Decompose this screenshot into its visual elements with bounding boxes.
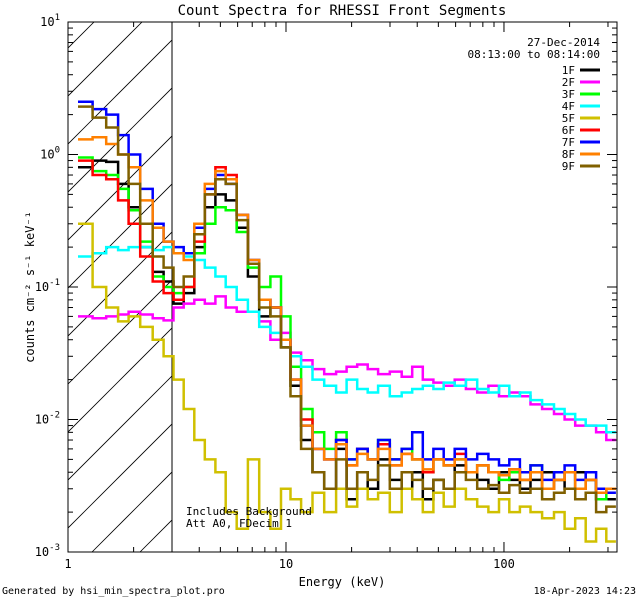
y-tick-label: 10-3 bbox=[35, 543, 60, 559]
x-tick-label: 10 bbox=[279, 557, 293, 571]
legend-label: 6F bbox=[562, 124, 575, 137]
hatch-line bbox=[428, 0, 640, 552]
legend-label: 3F bbox=[562, 88, 575, 101]
annotation-attenuator: Att A0, FDecim 1 bbox=[186, 517, 292, 530]
hatch-line bbox=[68, 39, 173, 145]
y-tick-label: 101 bbox=[40, 13, 60, 29]
timestamp-footer: 18-Apr-2023 14:23 bbox=[534, 586, 636, 597]
series-8F bbox=[78, 135, 616, 495]
hatch-line bbox=[476, 0, 640, 552]
y-axis-label: counts cm⁻² s⁻¹ keV⁻¹ bbox=[23, 211, 37, 363]
series-7F bbox=[78, 100, 616, 495]
legend-label: 9F bbox=[562, 160, 575, 173]
hatch-lines bbox=[0, 0, 640, 552]
series-2F bbox=[78, 295, 616, 442]
legend-label: 2F bbox=[562, 76, 575, 89]
legend-label: 7F bbox=[562, 136, 575, 149]
date-label: 27-Dec-2014 bbox=[527, 36, 600, 49]
time-range-label: 08:13:00 to 08:14:00 bbox=[468, 48, 600, 61]
chart-title: Count Spectra for RHESSI Front Segments bbox=[178, 3, 507, 19]
y-tick-label: 10-1 bbox=[35, 278, 60, 294]
axis-ticks: 1 10 100 10-3 10-2 10-1 100 101 bbox=[35, 13, 617, 571]
hatch-line bbox=[620, 0, 640, 552]
hatch-line bbox=[68, 22, 143, 97]
legend-label: 4F bbox=[562, 100, 575, 113]
x-tick-label: 100 bbox=[493, 557, 515, 571]
annotation-background: Includes Background bbox=[186, 505, 312, 518]
legend-label: 1F bbox=[562, 64, 575, 77]
y-tick-label: 10-2 bbox=[35, 411, 60, 427]
hatch-line bbox=[68, 135, 173, 241]
hatch-line bbox=[0, 0, 116, 552]
legend-label: 8F bbox=[562, 148, 575, 161]
series-5F bbox=[78, 222, 616, 543]
legend-label: 5F bbox=[562, 112, 575, 125]
hatch-line bbox=[68, 423, 173, 529]
hatch-line bbox=[68, 183, 173, 289]
generated-by-footer: Generated by hsi_min_spectra_plot.pro bbox=[2, 586, 225, 597]
series-group bbox=[78, 100, 616, 543]
x-axis-label: Energy (keV) bbox=[299, 575, 386, 589]
x-tick-label: 1 bbox=[64, 557, 71, 571]
y-tick-label: 100 bbox=[40, 146, 60, 162]
excluded-energy-hatch bbox=[0, 0, 640, 552]
hatch-line bbox=[68, 375, 173, 481]
hatch-line bbox=[236, 0, 640, 552]
series-9F bbox=[78, 105, 616, 514]
